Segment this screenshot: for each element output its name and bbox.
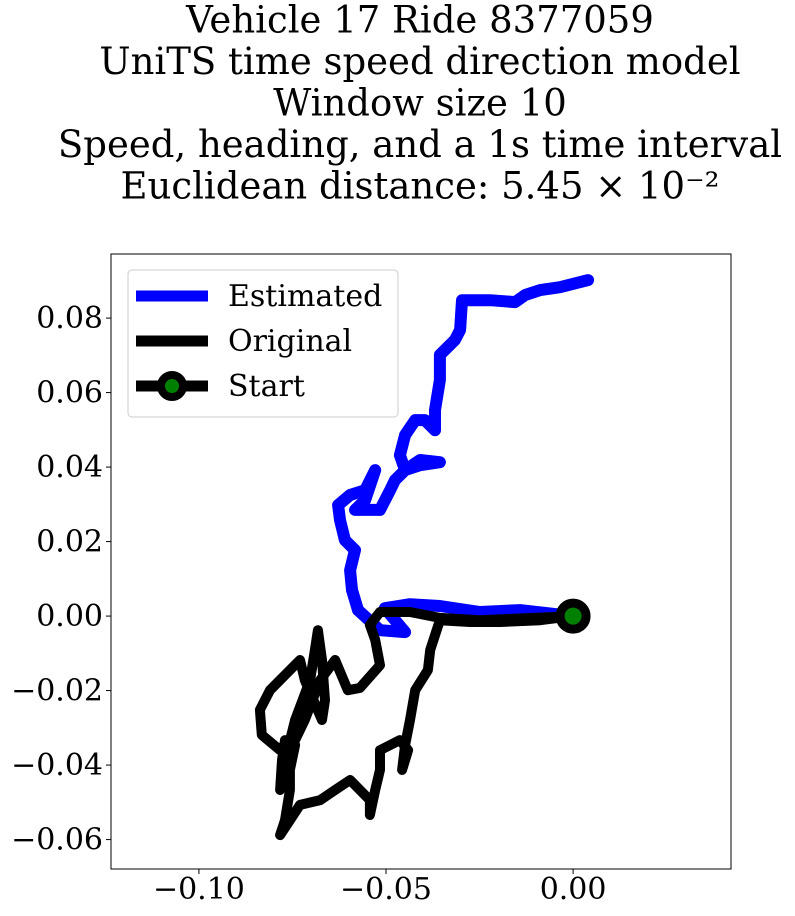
y-tick-label: 0.06 (36, 376, 103, 411)
chart-title: Vehicle 17 Ride 8377059 (185, 0, 654, 42)
legend-label: Original (228, 324, 352, 359)
legend-label: Estimated (228, 279, 382, 314)
x-tick-label: 0.00 (540, 872, 607, 907)
chart-title: UniTS time speed direction model (99, 40, 740, 83)
y-tick-label: −0.06 (11, 823, 103, 858)
y-tick-label: −0.04 (11, 748, 103, 783)
x-tick-label: −0.05 (340, 872, 432, 907)
chart-title: Speed, heading, and a 1s time interval (58, 123, 782, 166)
legend-label: Start (228, 369, 305, 404)
plot-area (254, 274, 595, 841)
y-tick-label: 0.02 (36, 525, 103, 560)
chart-title: Euclidean distance: 5.45 × 10⁻² (121, 165, 720, 208)
y-tick-label: −0.02 (11, 674, 103, 709)
y-tick-label: 0.00 (36, 599, 103, 634)
legend-box (127, 269, 399, 418)
y-tick-label: 0.04 (36, 450, 103, 485)
y-tick-label: 0.08 (36, 301, 103, 336)
legend-marker (157, 371, 187, 401)
x-tick-label: −0.10 (153, 872, 245, 907)
chart-title: Window size 10 (273, 82, 567, 125)
start-marker (555, 598, 591, 634)
series-line (254, 607, 579, 841)
axes-frame (110, 253, 732, 870)
